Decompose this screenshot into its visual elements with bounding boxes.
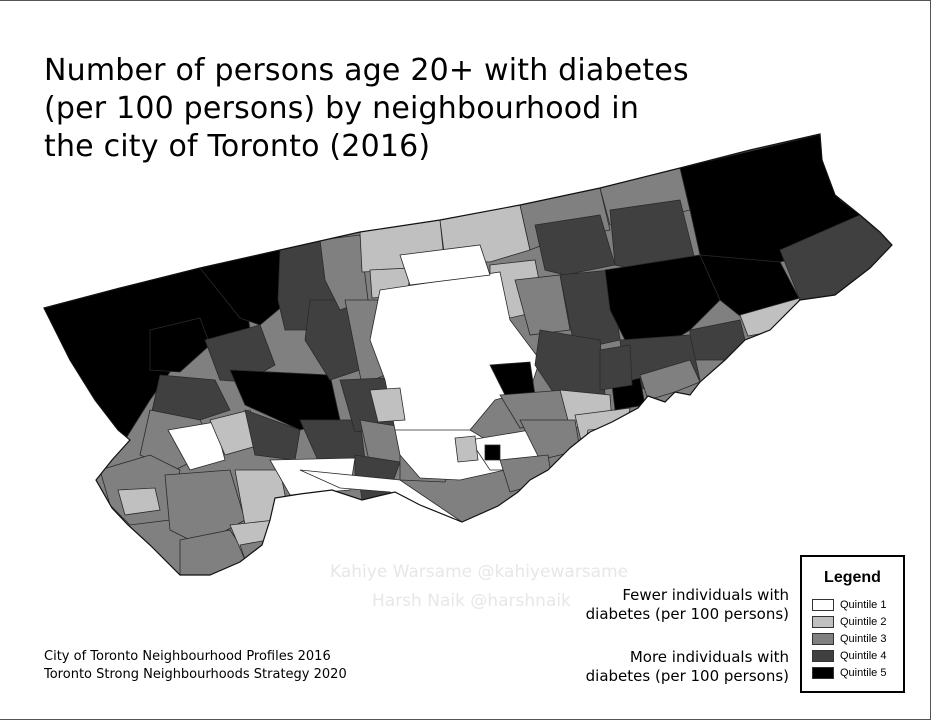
source-line-2: Toronto Strong Neighbourhoods Strategy 2… bbox=[44, 667, 347, 682]
more-individuals-note: More individuals with diabetes (per 100 … bbox=[586, 648, 789, 686]
legend-item-quintile-3: Quintile 3 bbox=[812, 632, 886, 646]
map-title: Number of persons age 20+ with diabetes … bbox=[44, 52, 764, 166]
watermark-author-2: Harsh Naik @harshnaik bbox=[372, 591, 571, 611]
source-line-1: City of Toronto Neighbourhood Profiles 2… bbox=[44, 649, 331, 664]
legend-label-quintile-4: Quintile 4 bbox=[840, 650, 887, 662]
legend-label-quintile-5: Quintile 5 bbox=[840, 667, 887, 679]
legend-label-quintile-1: Quintile 1 bbox=[840, 599, 887, 611]
legend-swatch-quintile-3 bbox=[812, 633, 834, 645]
legend-box: Legend Quintile 1 Quintile 2 Quintile 3 … bbox=[800, 555, 905, 693]
title-line-1: Number of persons age 20+ with diabetes bbox=[44, 53, 689, 88]
more-note-line-2: diabetes (per 100 persons) bbox=[585, 667, 789, 685]
fewer-note-line-1: Fewer individuals with bbox=[622, 586, 789, 604]
legend-swatch-quintile-4 bbox=[812, 650, 834, 662]
data-sources: City of Toronto Neighbourhood Profiles 2… bbox=[44, 648, 347, 684]
legend-item-quintile-1: Quintile 1 bbox=[812, 598, 886, 612]
fewer-individuals-note: Fewer individuals with diabetes (per 100… bbox=[586, 586, 789, 624]
legend-label-quintile-3: Quintile 3 bbox=[840, 633, 887, 645]
fewer-note-line-2: diabetes (per 100 persons) bbox=[585, 605, 789, 623]
legend-item-quintile-5: Quintile 5 bbox=[812, 666, 886, 680]
legend-swatch-quintile-2 bbox=[812, 616, 834, 628]
legend-item-quintile-4: Quintile 4 bbox=[812, 649, 886, 663]
legend-swatch-quintile-1 bbox=[812, 599, 834, 611]
legend-label-quintile-2: Quintile 2 bbox=[840, 616, 887, 628]
more-note-line-1: More individuals with bbox=[629, 648, 789, 666]
legend-title: Legend bbox=[824, 569, 881, 586]
legend-item-quintile-2: Quintile 2 bbox=[812, 615, 886, 629]
title-line-2: (per 100 persons) by neighbourhood in bbox=[44, 91, 640, 126]
watermark-author-1: Kahiye Warsame @kahiyewarsame bbox=[330, 562, 629, 582]
title-line-3: the city of Toronto (2016) bbox=[44, 129, 431, 164]
legend-swatch-quintile-5 bbox=[812, 667, 834, 679]
